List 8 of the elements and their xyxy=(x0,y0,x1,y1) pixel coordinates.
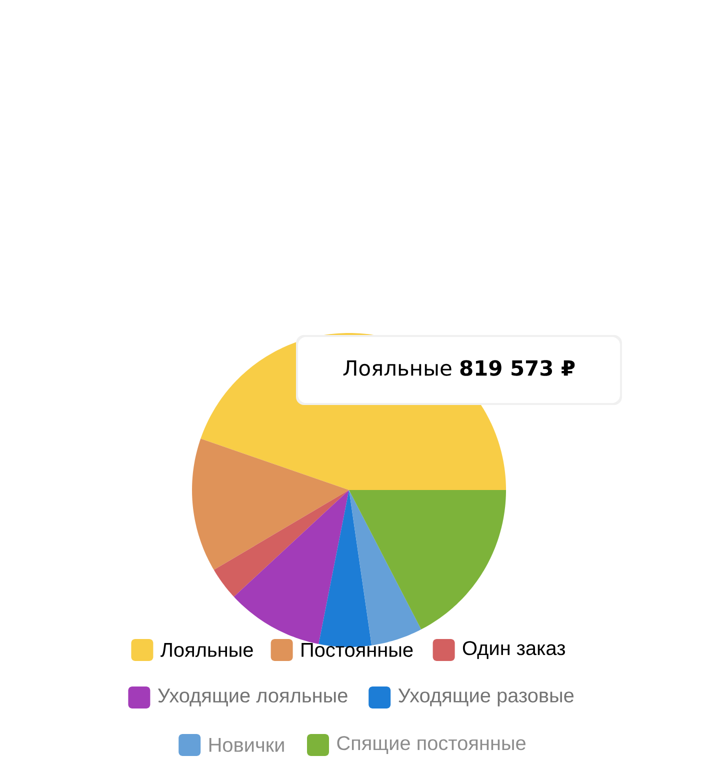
legend-label: Постоянные xyxy=(302,643,413,657)
legend-label: Новички xyxy=(209,738,284,752)
legend-label: Один заказ xyxy=(462,641,565,659)
legend-label: Лояльные xyxy=(160,643,253,657)
text: Лояльные 819 573 ₽ xyxy=(343,360,575,376)
legend-label: Спящие постоянные xyxy=(337,736,526,754)
legend-label: Уходящие лояльные xyxy=(158,688,348,706)
legend-label: Уходящие разовые xyxy=(398,688,574,706)
